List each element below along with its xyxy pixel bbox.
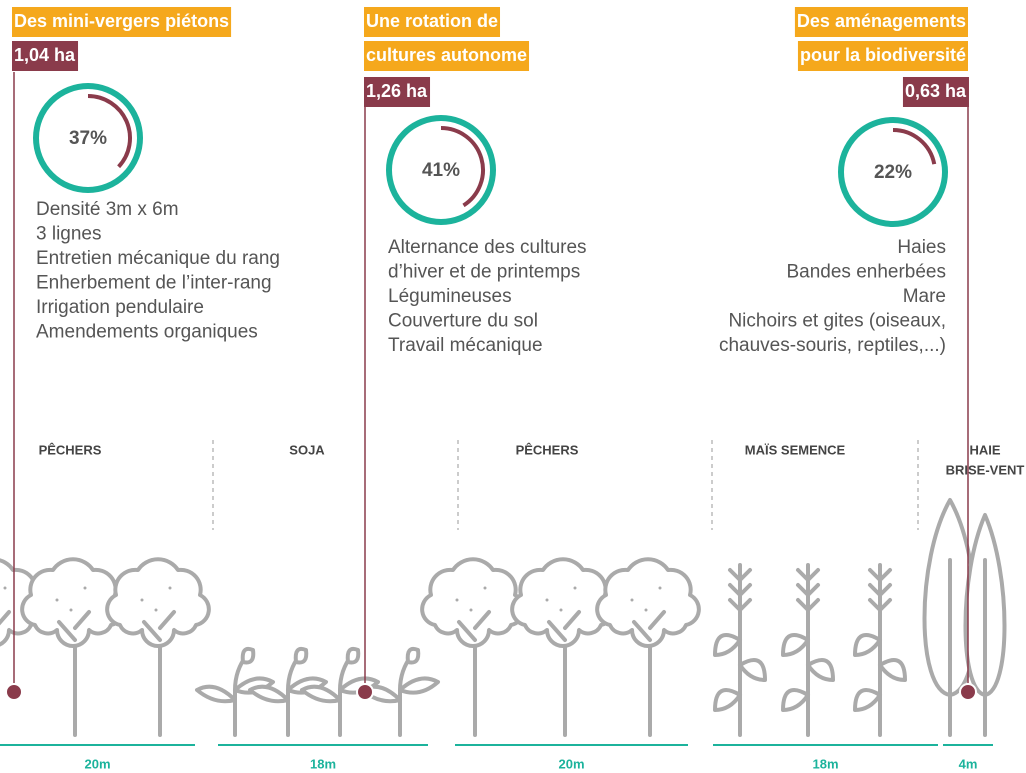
leaf: [715, 690, 740, 710]
peach-tree-icon: [597, 559, 699, 735]
item: Travail mécanique: [388, 335, 543, 356]
stem: [400, 655, 412, 735]
maize-icon: [715, 565, 765, 735]
block-title: Une rotation de: [366, 11, 498, 31]
width-label: 20m: [84, 756, 110, 771]
leaf: [296, 649, 307, 663]
zone-label: HAIE: [969, 442, 1000, 457]
stem: [340, 655, 352, 735]
share-label: 41%: [422, 160, 460, 181]
leaf: [855, 690, 880, 710]
fruit: [546, 599, 549, 602]
fruit: [484, 587, 487, 590]
leaf: [302, 687, 340, 702]
peach-tree-icon: [422, 559, 524, 735]
leaf: [783, 690, 808, 710]
infographic: PÊCHERS 20m SOJA 18m PÊCHERS 20m MAÏS SEMENCE 1…: [0, 0, 1026, 773]
fruit: [645, 609, 648, 612]
block-title: 0,63 ha: [905, 81, 967, 101]
crown: [422, 559, 524, 646]
leaf: [250, 687, 288, 702]
zone-label: SOJA: [289, 442, 325, 457]
fruit: [560, 609, 563, 612]
item: Légumineuses: [388, 286, 512, 307]
item: Haies: [897, 237, 946, 258]
block-title: cultures autonome: [366, 45, 527, 65]
fruit: [56, 599, 59, 602]
leaf: [408, 649, 419, 663]
zone-label: PÊCHERS: [39, 442, 102, 457]
zone-label: PÊCHERS: [516, 442, 579, 457]
item: 3 lignes: [36, 224, 102, 245]
block-title: pour la biodiversité: [800, 45, 966, 65]
item: Entretien mécanique du rang: [36, 248, 280, 269]
connector-dot: [6, 684, 22, 700]
leaf: [348, 649, 359, 663]
stem: [235, 655, 247, 735]
fruit: [631, 599, 634, 602]
maize-icon: [783, 565, 833, 735]
share-label: 22%: [874, 162, 912, 183]
item: Nichoirs et gites (oiseaux,: [728, 311, 946, 332]
leaf: [880, 660, 905, 680]
block-title: 1,04 ha: [14, 45, 76, 65]
leaf: [808, 660, 833, 680]
item: Enherbement de l’inter-rang: [36, 273, 272, 294]
leaf: [855, 635, 880, 655]
block-title: Des mini-vergers piétons: [14, 11, 229, 31]
fruit: [84, 587, 87, 590]
maize-icon: [855, 565, 905, 735]
item: Bandes enherbées: [786, 262, 946, 283]
share-label: 37%: [69, 128, 107, 149]
item: Densité 3m x 6m: [36, 199, 179, 220]
page: {"blocks": [ {"title": ["Des mini-verger…: [0, 0, 1026, 773]
fruit: [574, 587, 577, 590]
item: Irrigation pendulaire: [36, 297, 204, 318]
block-title: 1,26 ha: [366, 81, 428, 101]
fruit: [4, 587, 7, 590]
peach-tree-icon: [107, 559, 209, 735]
item: Mare: [903, 286, 946, 307]
item: Alternance des cultures: [388, 237, 587, 258]
leaf: [715, 635, 740, 655]
connector-dot: [357, 684, 373, 700]
item: chauves-souris, reptiles,...): [719, 335, 946, 356]
fruit: [470, 609, 473, 612]
leaf: [243, 649, 254, 663]
zone-label: MAÏS SEMENCE: [745, 442, 846, 457]
connector-dot: [960, 684, 976, 700]
width-label: 20m: [558, 756, 584, 771]
fruit: [456, 599, 459, 602]
leaf: [740, 660, 765, 680]
leaf: [197, 687, 235, 702]
fruit: [70, 609, 73, 612]
crown: [597, 559, 699, 646]
poplar-icon: [966, 515, 1005, 735]
fruit: [155, 609, 158, 612]
width-label: 4m: [959, 756, 978, 771]
peach-tree-icon: [22, 559, 124, 735]
stem: [288, 655, 300, 735]
zone-label: BRISE-VENT: [946, 462, 1025, 477]
fruit: [169, 587, 172, 590]
peach-tree-icon: [512, 559, 614, 735]
fruit: [659, 587, 662, 590]
width-label: 18m: [812, 756, 838, 771]
item: d’hiver et de printemps: [388, 262, 580, 283]
crown: [107, 559, 209, 646]
block-title: Des aménagements: [797, 11, 966, 31]
item: Amendements organiques: [36, 322, 258, 343]
leaf: [783, 635, 808, 655]
item: Couverture du sol: [388, 311, 538, 332]
fruit: [141, 599, 144, 602]
width-label: 18m: [310, 756, 336, 771]
